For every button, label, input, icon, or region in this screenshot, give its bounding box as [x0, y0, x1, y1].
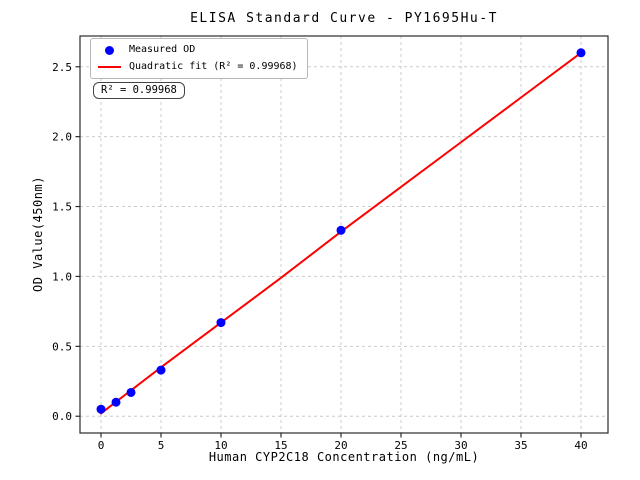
legend-label-measured-od: Measured OD — [129, 44, 196, 55]
y-tick-label: 2.5 — [52, 61, 72, 74]
red-line-icon — [98, 66, 121, 68]
x-tick-label: 10 — [214, 439, 227, 452]
y-tick-label: 1.0 — [52, 270, 72, 283]
data-point — [576, 48, 586, 58]
x-tick-label: 20 — [334, 439, 347, 452]
x-tick-label: 40 — [574, 439, 587, 452]
data-point — [216, 318, 226, 328]
data-point — [96, 404, 106, 414]
x-tick-label: 15 — [274, 439, 287, 452]
x-tick-label: 5 — [158, 439, 165, 452]
x-axis-label: Human CYP2C18 Concentration (ng/mL) — [208, 450, 480, 464]
data-point — [111, 397, 121, 407]
y-tick-label: 2.0 — [52, 131, 72, 144]
r-squared-annotation: R² = 0.99968 — [93, 82, 185, 99]
data-point — [156, 365, 166, 375]
x-tick-label: 35 — [514, 439, 527, 452]
data-point — [126, 387, 136, 397]
y-tick-label: 1.5 — [52, 201, 72, 214]
legend-item-quadratic-fit: Quadratic fit (R² = 0.99968) — [98, 60, 298, 74]
data-point — [336, 225, 346, 235]
y-tick-label: 0.5 — [52, 340, 72, 353]
plot-border — [79, 35, 609, 434]
legend: Measured OD Quadratic fit (R² = 0.99968) — [90, 38, 308, 79]
x-tick-label: 30 — [454, 439, 467, 452]
x-tick-label: 0 — [98, 439, 105, 452]
blue-dot-icon — [105, 45, 114, 55]
chart-title: ELISA Standard Curve - PY1695Hu-T — [190, 11, 498, 26]
legend-item-measured-od: Measured OD — [98, 43, 298, 57]
y-tick-label: 0.0 — [52, 410, 72, 423]
y-axis-label: OD Value(450nm) — [31, 176, 45, 292]
x-tick-label: 25 — [394, 439, 407, 452]
legend-label-quadratic-fit: Quadratic fit (R² = 0.99968) — [129, 61, 298, 72]
